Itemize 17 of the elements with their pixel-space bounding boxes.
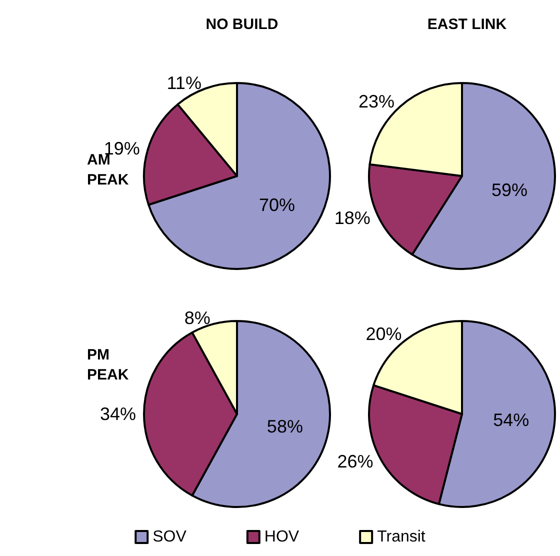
data-label: 23% [358,92,395,112]
data-label: 59% [492,180,528,200]
data-label: 20% [366,324,402,344]
chart-title: NO BUILD [206,16,278,33]
chart-title: EAST LINK [427,16,507,33]
data-label: 70% [259,195,296,216]
data-label: 8% [184,308,210,328]
data-label: 34% [100,404,136,424]
data-label: 18% [334,208,370,228]
legend-label: Transit [377,528,426,546]
text: PM PEAK [87,346,129,384]
legend-label: SOV [152,528,187,546]
legend-label: HOV [264,528,300,546]
data-label: 58% [266,416,303,436]
data-label: 54% [493,410,530,430]
data-label: 26% [337,452,374,472]
data-label: 11% [166,72,202,93]
